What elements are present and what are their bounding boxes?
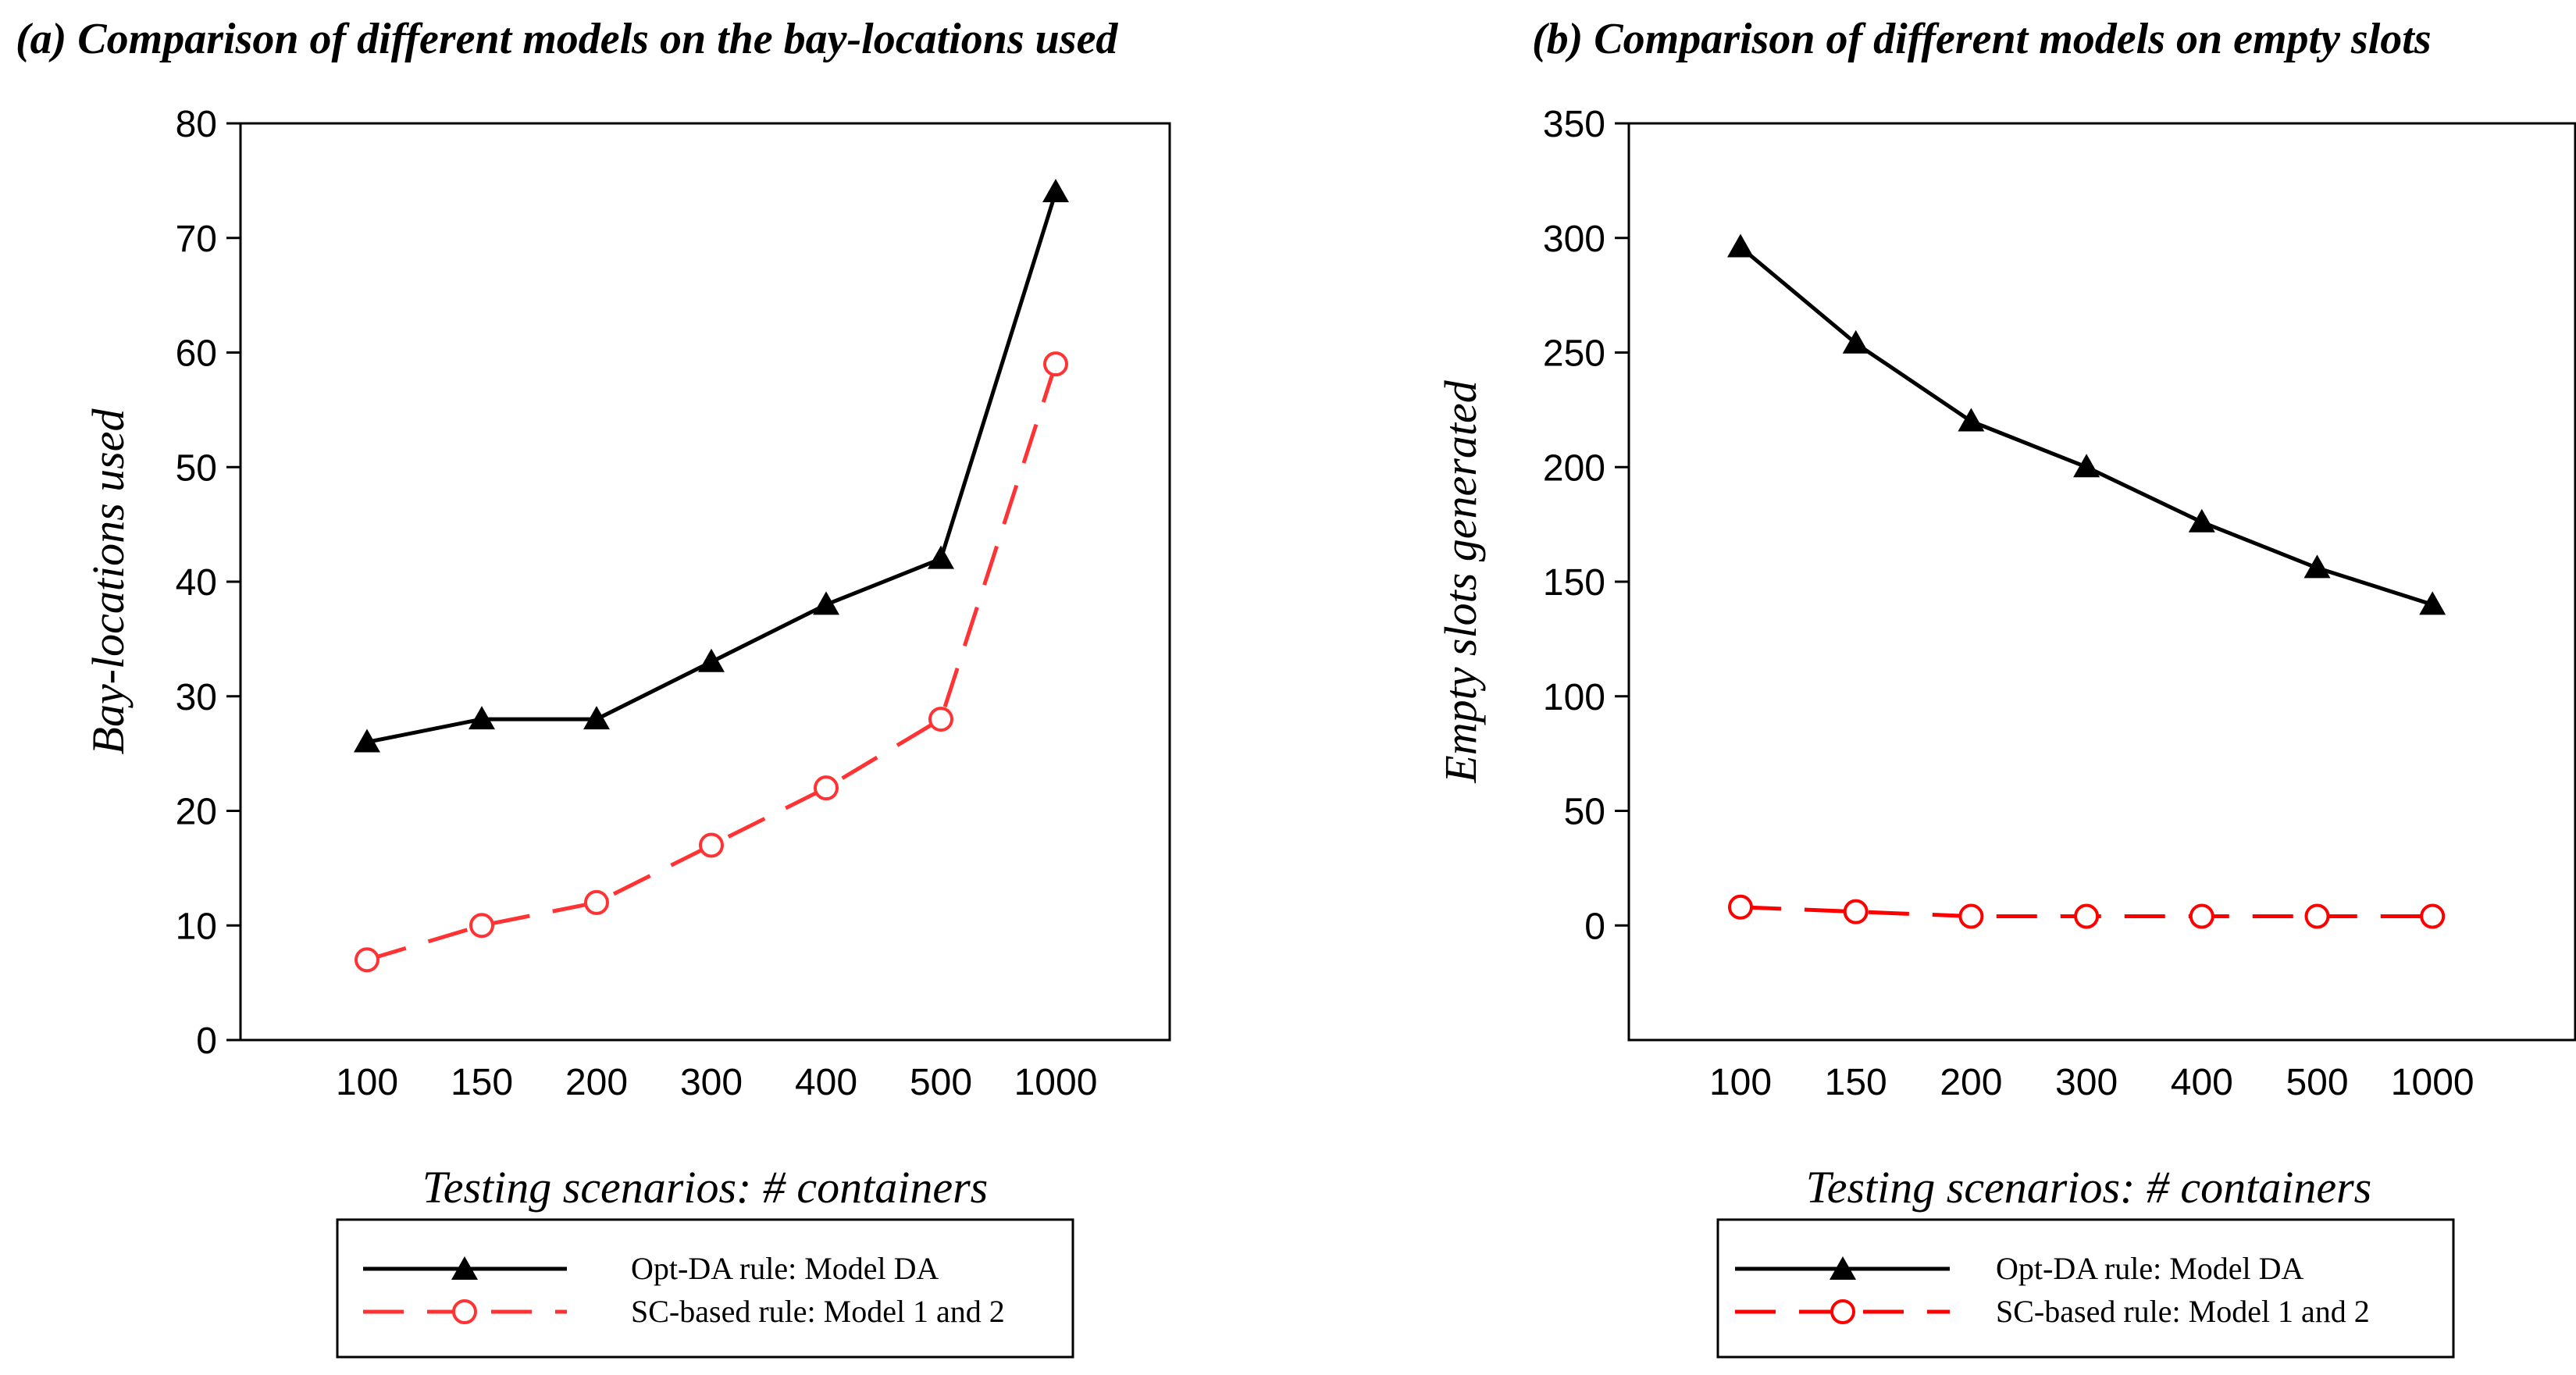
chart-a-legend-label-opt-da: Opt-DA rule: Model DA	[631, 1251, 939, 1286]
chart-a-legend-triangle-marker	[451, 1256, 478, 1280]
chart-a-point-opt-da	[813, 591, 839, 615]
chart-b-point-sc-based	[2304, 903, 2330, 929]
chart-b-x-tick-label: 100	[1709, 1062, 1772, 1103]
chart-a-legend-circle-marker	[452, 1299, 477, 1324]
chart-b-y-tick-label: 50	[1564, 792, 1605, 833]
chart-a-y-tick-label: 50	[176, 447, 217, 489]
chart-b-legend-label-sc-based: SC-based rule: Model 1 and 2	[1996, 1294, 2370, 1329]
chart-b-y-tick-label: 0	[1584, 906, 1605, 947]
chart-b-legend-label-opt-da: Opt-DA rule: Model DA	[1996, 1251, 2304, 1286]
chart-a-legend-label-sc-based: SC-based rule: Model 1 and 2	[631, 1294, 1005, 1329]
chart-b-point-sc-based	[1728, 894, 1753, 920]
chart-a-y-tick-label: 30	[176, 677, 217, 718]
chart-a-point-opt-da	[354, 728, 380, 753]
chart-a-y-axis-label: Bay-locations used	[83, 408, 134, 755]
chart-a-legend: Opt-DA rule: Model DA SC-based rule: Mod…	[336, 1218, 1074, 1359]
chart-a-point-opt-da	[469, 706, 495, 730]
chart-b-plot-frame	[1627, 122, 2576, 1042]
chart-a-x-tick-label: 500	[910, 1062, 972, 1103]
chart-b-title: (b) Comparison of different models on em…	[1532, 15, 2432, 63]
chart-a-point-sc-based	[928, 707, 953, 732]
chart-b-point-opt-da	[1842, 330, 1869, 354]
chart-a-point-opt-da	[583, 706, 610, 730]
chart-b-legend-triangle-marker	[1830, 1256, 1856, 1280]
chart-b-x-tick-label: 200	[1940, 1062, 2002, 1103]
chart-a-y-tick-label: 80	[176, 104, 217, 145]
chart-b-x-tick-label: 400	[2171, 1062, 2233, 1103]
chart-a-y-tick-label: 60	[176, 333, 217, 375]
chart-a-x-tick-label: 150	[451, 1062, 513, 1103]
chart-a-point-sc-based	[1043, 351, 1068, 377]
chart-a-x-tick-label: 100	[336, 1062, 398, 1103]
chart-a-point-sc-based	[699, 832, 724, 858]
chart-a-x-ticks: 100 150 200 300 400 500 1000	[336, 1062, 1097, 1103]
chart-a-x-tick-label: 1000	[1014, 1062, 1098, 1103]
chart-a-point-opt-da	[1042, 179, 1069, 203]
chart-b-point-sc-based	[2189, 903, 2214, 929]
chart-b-point-opt-da	[1727, 233, 1754, 258]
chart-b: (b) Comparison of different models on em…	[1435, 15, 2576, 1359]
chart-a-y-tick-label: 0	[196, 1021, 217, 1062]
chart-b-line-opt-da	[1739, 245, 2433, 607]
chart-b-point-opt-da	[2303, 554, 2331, 579]
chart-b-point-opt-da	[2188, 508, 2215, 533]
chart-b-point-sc-based	[2074, 903, 2100, 929]
chart-b-x-axis-label: Testing scenarios: # containers	[1806, 1162, 2371, 1213]
chart-a-x-tick-label: 200	[565, 1062, 628, 1103]
chart-a-y-tick-label: 40	[176, 562, 217, 604]
chart-b-y-ticks: 0 50 100 150 200 250 300 350	[1543, 104, 1629, 947]
chart-b-x-tick-label: 150	[1825, 1062, 1887, 1103]
chart-b-x-tick-label: 1000	[2391, 1062, 2474, 1103]
chart-b-y-tick-label: 150	[1543, 562, 1605, 604]
chart-a-point-sc-based	[584, 889, 609, 915]
chart-b-point-opt-da	[2073, 454, 2100, 478]
chart-a-y-tick-label: 20	[176, 792, 217, 833]
chart-b-legend-circle-marker	[1830, 1299, 1855, 1324]
chart-b-y-tick-label: 250	[1543, 333, 1605, 375]
chart-b-y-axis-label: Empty slots generated	[1435, 379, 1486, 783]
chart-b-y-tick-label: 100	[1543, 677, 1605, 718]
chart-b-legend: Opt-DA rule: Model DA SC-based rule: Mod…	[1716, 1218, 2455, 1359]
chart-a-y-tick-label: 70	[176, 219, 217, 260]
chart-a-y-tick-label: 10	[176, 906, 217, 947]
chart-b-y-tick-label: 300	[1543, 219, 1605, 260]
chart-a-point-sc-based	[469, 913, 494, 939]
chart-b-point-sc-based	[2420, 903, 2446, 929]
chart-a-series	[354, 179, 1069, 973]
chart-b-y-tick-label: 200	[1543, 447, 1605, 489]
chart-a: (a) Comparison of different models on th…	[16, 15, 1171, 1359]
chart-a-point-opt-da	[698, 648, 725, 672]
chart-a-x-axis-label: Testing scenarios: # containers	[422, 1162, 988, 1213]
chart-b-point-opt-da	[2419, 591, 2446, 615]
chart-a-point-opt-da	[928, 545, 954, 569]
chart-a-point-sc-based	[355, 947, 379, 973]
chart-b-point-sc-based	[1843, 899, 1869, 924]
chart-a-y-ticks: 0 10 20 30 40 50 60 70 80	[176, 104, 240, 1062]
chart-a-point-sc-based	[814, 775, 839, 801]
chart-a-x-tick-label: 300	[680, 1062, 743, 1103]
chart-b-series	[1727, 233, 2446, 929]
chart-a-legend-box	[336, 1218, 1074, 1359]
chart-a-title: (a) Comparison of different models on th…	[16, 15, 1118, 63]
chart-b-y-tick-label: 350	[1543, 104, 1605, 145]
chart-a-x-tick-label: 400	[795, 1062, 857, 1103]
chart-b-point-sc-based	[1958, 903, 1984, 929]
chart-b-x-ticks: 100 150 200 300 400 500 1000	[1709, 1062, 2474, 1103]
chart-a-plot-frame	[239, 122, 1171, 1042]
chart-b-legend-box	[1716, 1218, 2455, 1359]
chart-b-x-tick-label: 300	[2055, 1062, 2118, 1103]
chart-b-point-opt-da	[1958, 408, 1985, 432]
chart-b-x-tick-label: 500	[2286, 1062, 2348, 1103]
